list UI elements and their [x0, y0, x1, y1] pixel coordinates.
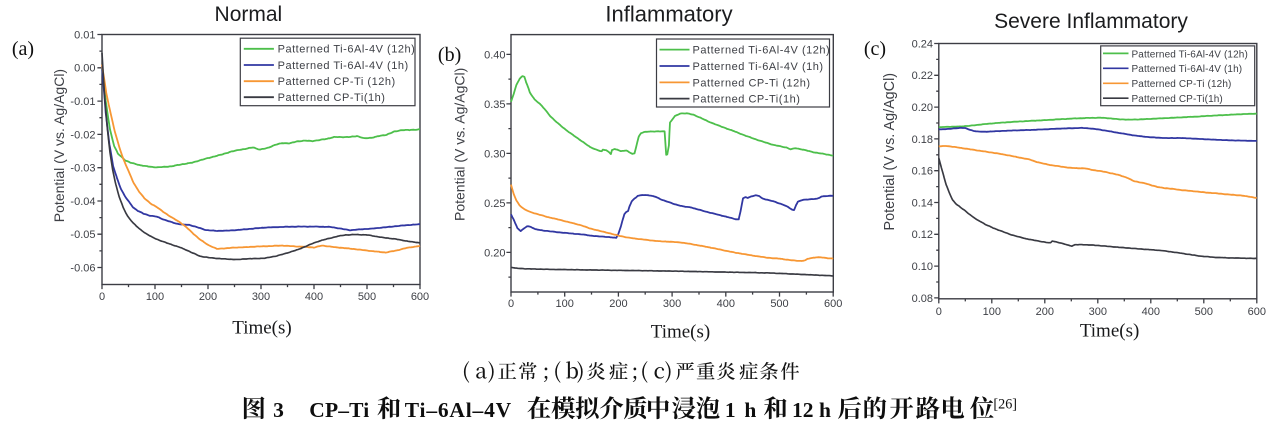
svg-text:Patterned CP-Ti (12h): Patterned CP-Ti (12h): [278, 76, 396, 88]
svg-text:600: 600: [1248, 306, 1266, 318]
svg-text:(a): (a): [12, 38, 34, 60]
svg-text:Patterned CP-Ti(1h): Patterned CP-Ti(1h): [278, 92, 386, 104]
svg-text:0.35: 0.35: [484, 99, 505, 111]
svg-text:Severe Inflammatory: Severe Inflammatory: [994, 10, 1188, 33]
svg-text:Patterned CP-Ti (12h): Patterned CP-Ti (12h): [693, 77, 811, 89]
svg-text:Potential (V vs. Ag/AgCl): Potential (V vs. Ag/AgCl): [451, 68, 467, 221]
svg-text:0.08: 0.08: [912, 293, 933, 305]
svg-text:0: 0: [508, 298, 514, 310]
svg-text:0.16: 0.16: [912, 166, 933, 178]
svg-text:0: 0: [936, 306, 942, 318]
svg-text:-0.01: -0.01: [70, 96, 95, 108]
svg-text:200: 200: [1036, 306, 1054, 318]
svg-text:-0.02: -0.02: [70, 129, 95, 141]
svg-text:-0.05: -0.05: [70, 229, 95, 241]
svg-text:1: 1: [725, 398, 736, 422]
svg-text:Patterned Ti-6Al-4V (12h): Patterned Ti-6Al-4V (12h): [693, 45, 831, 57]
svg-text:0.18: 0.18: [912, 134, 933, 146]
svg-text:0.30: 0.30: [484, 148, 505, 160]
svg-text:600: 600: [411, 291, 429, 303]
svg-text:500: 500: [1195, 306, 1213, 318]
svg-text:0.40: 0.40: [484, 49, 505, 61]
svg-text:Patterned Ti-6Al-4V (12h): Patterned Ti-6Al-4V (12h): [278, 44, 416, 56]
svg-text:-0.04: -0.04: [70, 196, 95, 208]
svg-text:0.25: 0.25: [484, 198, 505, 210]
svg-text:100: 100: [983, 306, 1001, 318]
svg-text:Patterned Ti-6Al-4V (1h): Patterned Ti-6Al-4V (1h): [278, 60, 409, 72]
svg-text:-0.03: -0.03: [70, 163, 95, 175]
svg-text:200: 200: [199, 291, 217, 303]
svg-text:400: 400: [1142, 306, 1160, 318]
svg-text:Time(s): Time(s): [1080, 320, 1139, 341]
svg-text:600: 600: [824, 298, 842, 310]
svg-text:Inflammatory: Inflammatory: [605, 1, 732, 26]
svg-text:-0.06: -0.06: [70, 262, 95, 274]
svg-text:0.20: 0.20: [912, 102, 933, 114]
svg-text:500: 500: [358, 291, 376, 303]
svg-text:0.10: 0.10: [912, 261, 933, 273]
svg-text:0.24: 0.24: [912, 38, 933, 50]
svg-text:3: 3: [273, 398, 284, 422]
svg-text:0.20: 0.20: [484, 247, 505, 259]
svg-text:h: h: [819, 398, 831, 422]
svg-text:Ti–6Al–4V: Ti–6Al–4V: [405, 398, 512, 422]
svg-text:0.00: 0.00: [74, 63, 95, 75]
svg-text:(b): (b): [438, 44, 461, 66]
svg-text:CP–Ti: CP–Ti: [309, 398, 369, 422]
svg-text:Patterned Ti-6Al-4V (1h): Patterned Ti-6Al-4V (1h): [1132, 64, 1243, 75]
svg-text:0.22: 0.22: [912, 70, 933, 82]
svg-text:400: 400: [717, 298, 735, 310]
svg-text:300: 300: [1089, 306, 1107, 318]
svg-text:Patterned CP-Ti(1h): Patterned CP-Ti(1h): [693, 94, 801, 106]
svg-text:12: 12: [792, 398, 814, 422]
svg-text:Potential (V vs. Ag/AgCl): Potential (V vs. Ag/AgCl): [51, 69, 67, 222]
svg-text:Patterned Ti-6Al-4V (1h): Patterned Ti-6Al-4V (1h): [693, 61, 824, 73]
svg-text:0.12: 0.12: [912, 229, 933, 241]
svg-text:[26]: [26]: [993, 397, 1017, 413]
svg-text:300: 300: [663, 298, 681, 310]
svg-text:400: 400: [305, 291, 323, 303]
svg-text:100: 100: [556, 298, 574, 310]
svg-text:h: h: [744, 398, 756, 422]
svg-text:100: 100: [146, 291, 164, 303]
svg-text:Patterned CP-Ti(1h): Patterned CP-Ti(1h): [1132, 94, 1223, 105]
svg-text:(c): (c): [864, 38, 886, 60]
svg-text:300: 300: [252, 291, 270, 303]
svg-text:0.14: 0.14: [912, 197, 933, 209]
svg-text:Time(s): Time(s): [651, 322, 710, 343]
svg-text:Time(s): Time(s): [232, 318, 291, 339]
svg-text:500: 500: [770, 298, 788, 310]
svg-text:Patterned Ti-6Al-4V (12h): Patterned Ti-6Al-4V (12h): [1132, 49, 1248, 60]
svg-text:0.01: 0.01: [74, 29, 95, 41]
svg-text:Normal: Normal: [215, 3, 283, 26]
svg-text:200: 200: [609, 298, 627, 310]
svg-text:Potential (V vs. Ag/AgCl): Potential (V vs. Ag/AgCl): [882, 73, 898, 231]
svg-text:Patterned CP-Ti (12h): Patterned CP-Ti (12h): [1132, 79, 1232, 90]
svg-text:0: 0: [99, 291, 105, 303]
